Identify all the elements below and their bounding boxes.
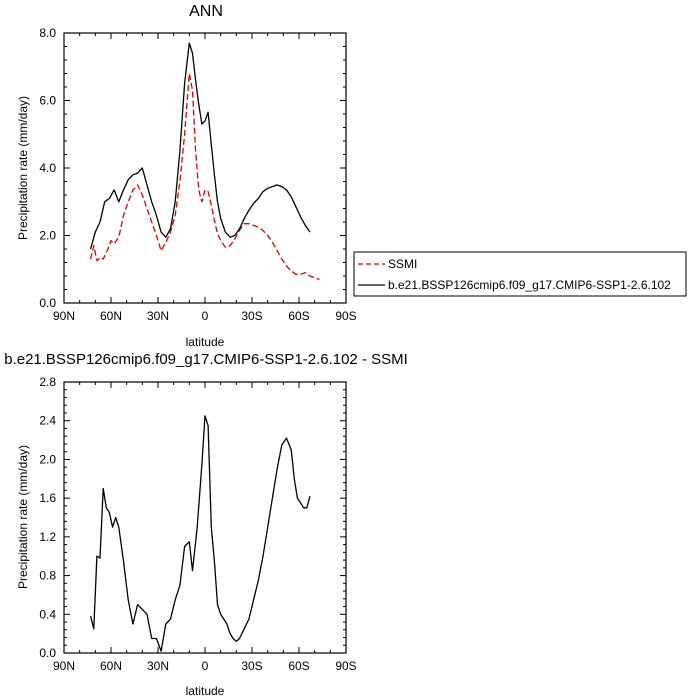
bottom-axes: 90N 60N 30N 0 30S 60S 90S 0.0 0.4 0.8 1.2 1.6 2.0 2.4… bbox=[39, 375, 356, 673]
top-x-tick-label: 0 bbox=[202, 309, 209, 323]
bottom-x-tick-label: 30N bbox=[147, 659, 169, 673]
top-x-tick-label: 30N bbox=[147, 309, 169, 323]
top-x-tick-label: 90S bbox=[335, 309, 356, 323]
legend-label-model: b.e21.BSSP126cmip6.f09_g17.CMIP6-SSP1-2.… bbox=[388, 278, 671, 292]
top-y-axis-label: Precipitation rate (mm/day) bbox=[16, 96, 30, 240]
bottom-x-tick-label: 60N bbox=[100, 659, 122, 673]
top-series-line-b-e21-bssp126cmip6-f09-g17-cmip6-ssp1-2-6-102 bbox=[89, 42, 311, 250]
bottom-y-tick-label: 2.0 bbox=[39, 452, 56, 466]
bottom-series-line-0 bbox=[89, 415, 311, 652]
top-x-tick-label: 90N bbox=[53, 309, 75, 323]
top-series-line-ssmi bbox=[89, 72, 320, 281]
bottom-x-tick-label: 30S bbox=[241, 659, 262, 673]
top-y-tick-label: 6.0 bbox=[39, 94, 56, 108]
top-x-tick-label: 30S bbox=[241, 309, 262, 323]
bottom-y-tick-label: 0.4 bbox=[39, 607, 56, 621]
top-plot-series bbox=[89, 42, 320, 281]
bottom-y-tick-label: 0.8 bbox=[39, 569, 56, 583]
top-x-axis-label: latitude bbox=[186, 335, 225, 349]
top-y-tick-label: 2.0 bbox=[39, 229, 56, 243]
top-chart-title: ANN bbox=[189, 3, 223, 20]
bottom-y-tick-label: 0.0 bbox=[39, 646, 56, 660]
top-x-tick-label: 60N bbox=[100, 309, 122, 323]
bottom-x-tick-label: 90N bbox=[53, 659, 75, 673]
bottom-panel: b.e21.BSSP126cmip6.f09_g17.CMIP6-SSP1-2.… bbox=[4, 351, 408, 698]
bottom-x-tick-label: 0 bbox=[202, 659, 209, 673]
top-y-tick-label: 4.0 bbox=[39, 161, 56, 175]
bottom-y-tick-label: 2.8 bbox=[39, 375, 56, 389]
bottom-y-tick-label: 2.4 bbox=[39, 414, 56, 428]
top-x-tick-label: 60S bbox=[288, 309, 309, 323]
legend: SSMI b.e21.BSSP126cmip6.f09_g17.CMIP6-SS… bbox=[353, 251, 687, 297]
top-panel: ANN 90N 60N 30N 0 30S 60S 90S 0.0 2.0 4.0 6.0 8.0 l… bbox=[16, 3, 357, 349]
bottom-plot-series bbox=[89, 415, 311, 652]
legend-label-ssmi: SSMI bbox=[388, 257, 417, 271]
legend-box bbox=[353, 251, 687, 297]
bottom-x-axis-label: latitude bbox=[186, 684, 225, 698]
bottom-x-tick-label: 90S bbox=[335, 659, 356, 673]
bottom-y-tick-label: 1.6 bbox=[39, 491, 56, 505]
bottom-x-tick-label: 60S bbox=[288, 659, 309, 673]
bottom-y-tick-label: 1.2 bbox=[39, 530, 56, 544]
bottom-y-axis-label: Precipitation rate (mm/day) bbox=[16, 445, 30, 589]
bottom-chart-title: b.e21.BSSP126cmip6.f09_g17.CMIP6-SSP1-2.… bbox=[4, 351, 408, 368]
top-axes: 90N 60N 30N 0 30S 60S 90S 0.0 2.0 4.0 6.0 8.0 bbox=[39, 26, 356, 323]
top-y-tick-label: 0.0 bbox=[39, 296, 56, 310]
top-y-tick-label: 8.0 bbox=[39, 26, 56, 40]
